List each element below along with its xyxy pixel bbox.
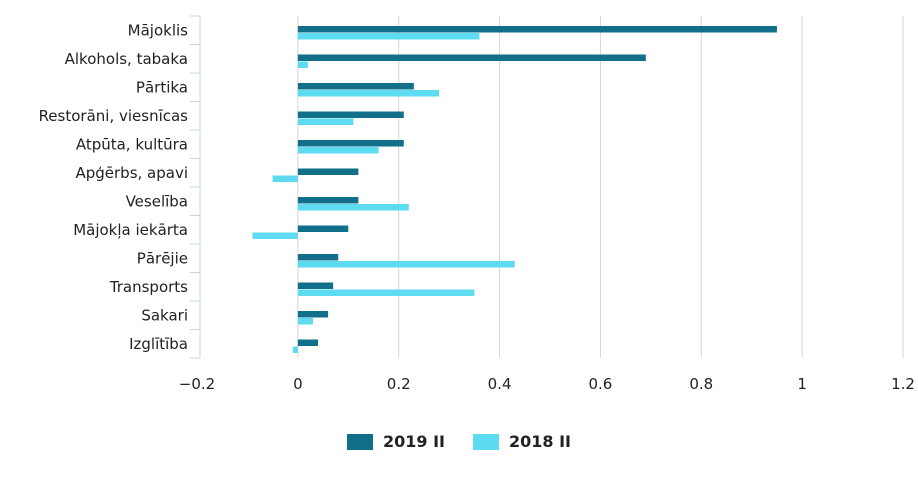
bar-2019-6[interactable] (297, 197, 359, 204)
category-label: Izglītība (129, 335, 188, 353)
bar-2018-9[interactable] (297, 289, 475, 297)
x-tick-label: 1.2 (891, 375, 915, 393)
bar-2018-5[interactable] (272, 175, 298, 183)
x-tick-label: 0 (293, 375, 303, 393)
category-label: Mājokļa iekārta (73, 221, 188, 239)
bar-2019-7[interactable] (297, 225, 349, 233)
bar-2018-2[interactable] (297, 90, 440, 97)
category-label: Apģērbs, apavi (75, 164, 188, 182)
bar-2019-11[interactable] (297, 339, 319, 347)
bar-2018-3[interactable] (297, 118, 354, 126)
x-tick-label: 0.4 (488, 375, 512, 393)
bar-2019-3[interactable] (297, 111, 404, 119)
legend-item-2018[interactable]: 2018 II (473, 432, 571, 451)
bar-2018-0[interactable] (297, 33, 480, 40)
x-axis-tick-labels: −0.2 0 0.2 0.4 0.6 0.8 1 1.2 (179, 375, 915, 393)
category-label: Atpūta, kultūra (76, 135, 188, 153)
bar-2019-1[interactable] (297, 54, 646, 62)
bar-2019-0[interactable] (297, 26, 777, 33)
grid-lines (297, 16, 904, 358)
bar-2019-10[interactable] (297, 311, 329, 318)
category-label: Veselība (126, 192, 188, 210)
category-label: Mājoklis (128, 21, 189, 39)
legend-swatch-2019 (346, 433, 373, 450)
legend: 2019 II 2018 II (0, 432, 918, 451)
category-label: Alkohols, tabaka (65, 50, 188, 68)
x-tick-label: −0.2 (179, 375, 215, 393)
legend-item-2019[interactable]: 2019 II (346, 432, 445, 451)
legend-label-2019: 2019 II (382, 432, 445, 451)
bar-chart: −0.2 0 0.2 0.4 0.6 0.8 1 1.2 Mājoklis Alkohols, … (39, 15, 915, 393)
legend-label-2018: 2018 II (509, 432, 572, 451)
bar-2018-11[interactable] (292, 346, 298, 354)
bar-2019-9[interactable] (297, 282, 334, 290)
legend-swatch-2018 (473, 433, 499, 450)
bars (252, 26, 777, 354)
bar-2018-6[interactable] (297, 204, 409, 211)
x-tick-label: 1 (797, 375, 807, 393)
category-label: Transports (109, 278, 188, 296)
x-tick-label: 0.8 (689, 375, 713, 393)
x-tick-label: 0.6 (588, 375, 612, 393)
bar-2018-10[interactable] (297, 318, 313, 325)
bar-2018-1[interactable] (297, 61, 308, 69)
bar-2019-2[interactable] (297, 83, 414, 90)
category-label: Pārtika (136, 78, 188, 96)
bar-2018-4[interactable] (297, 147, 379, 154)
bar-2019-5[interactable] (297, 168, 359, 176)
category-label: Restorāni, viesnīcas (39, 107, 189, 125)
bar-2018-8[interactable] (297, 261, 515, 268)
bar-2019-4[interactable] (297, 140, 404, 147)
x-tick-label: 0.2 (387, 375, 411, 393)
category-label: Pārējie (137, 249, 188, 267)
category-axis (190, 15, 201, 359)
bar-2018-7[interactable] (252, 232, 298, 240)
category-label: Sakari (141, 306, 188, 324)
category-labels: Mājoklis Alkohols, tabaka Pārtika Restorāni… (39, 21, 189, 353)
bar-2019-8[interactable] (297, 254, 339, 261)
